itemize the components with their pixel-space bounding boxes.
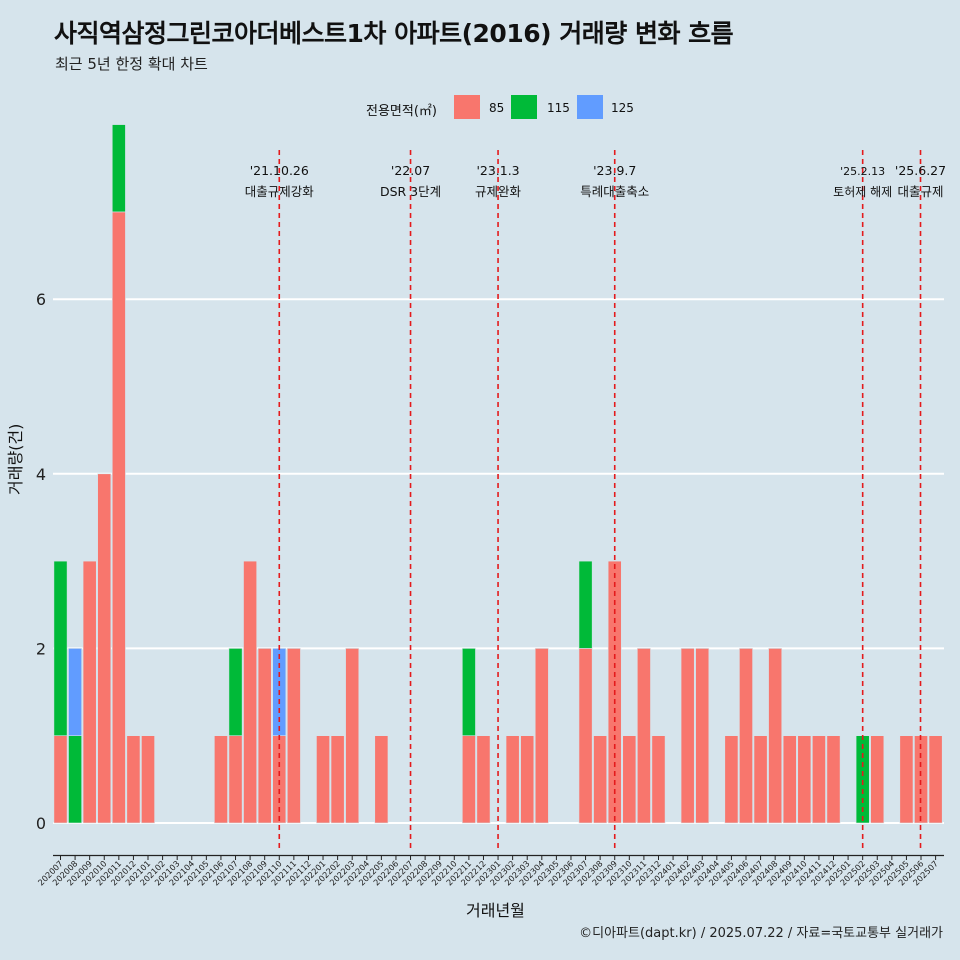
bar-202107-115 <box>228 648 243 737</box>
bar-202101-85 <box>141 735 155 824</box>
bar-202009-85 <box>82 560 97 824</box>
x-axis-label: 거래년월 <box>466 901 525 920</box>
bar-202211-115 <box>461 648 476 737</box>
bar-202403-85 <box>695 648 710 824</box>
chart-subtitle: 최근 5년 한정 확대 차트 <box>55 55 208 73</box>
bar-202505-85 <box>899 735 914 824</box>
bar-202411-85 <box>812 735 826 824</box>
bar-202307-115 <box>578 560 593 649</box>
bar-202304-85 <box>534 648 549 824</box>
legend-label-85: 85 <box>489 101 505 115</box>
bar-202108-85 <box>243 560 258 824</box>
legend-swatch-115 <box>511 95 537 119</box>
bar-202007-85 <box>53 735 68 824</box>
bar-202307-85 <box>578 648 593 824</box>
legend-swatch-125 <box>577 95 603 119</box>
legend-swatch-85 <box>454 95 480 119</box>
legend-label-125: 125 <box>611 101 634 115</box>
y-tick-label-6: 6 <box>36 290 46 309</box>
bar-202205-85 <box>374 735 389 824</box>
event-date-4: '23.9.7 <box>593 163 636 178</box>
bar-202211-85 <box>461 735 476 824</box>
bar-202111-85 <box>286 648 301 824</box>
bar-202312-85 <box>651 735 666 824</box>
bar-202311-85 <box>636 648 651 824</box>
legend: 전용면적(㎡) 85 115 125 <box>0 92 960 122</box>
source-caption: ©디아파트(dapt.kr) / 2025.07.22 / 자료=국토교통부 실… <box>579 926 943 941</box>
bar-202412-85 <box>826 735 841 824</box>
legend-label-115: 115 <box>547 101 570 115</box>
bar-202507-85 <box>928 735 943 824</box>
bar-202012-85 <box>126 735 141 824</box>
bar-202402-85 <box>680 648 695 824</box>
bar-202007-115 <box>53 560 68 736</box>
bar-202503-85 <box>870 735 885 824</box>
bar-202203-85 <box>345 648 360 824</box>
bar-202202-85 <box>330 735 345 824</box>
bar-202109-85 <box>257 648 272 824</box>
event-date-5: '25.2.13 <box>840 165 885 178</box>
event-label-6: 대출규제 <box>898 184 944 199</box>
event-label-1: 대출규제강화 <box>245 184 315 199</box>
event-label-5: 토허제 해제 <box>833 185 892 199</box>
y-axis-label: 거래량(건) <box>6 423 25 495</box>
event-label-3: 규제완화 <box>475 184 522 199</box>
bar-202201-85 <box>316 735 330 824</box>
bar-202408-85 <box>768 648 783 824</box>
event-date-1: '21.10.26 <box>250 163 309 178</box>
event-date-6: '25.6.27 <box>895 163 946 178</box>
y-tick-label-4: 4 <box>36 465 46 484</box>
y-tick-label-0: 0 <box>36 814 46 833</box>
bar-202011-115 <box>111 124 126 213</box>
bar-202308-85 <box>593 735 608 824</box>
bar-202010-85 <box>97 473 112 824</box>
event-date-3: '23.1.3 <box>476 163 519 178</box>
bar-202302-85 <box>505 735 520 824</box>
bar-202106-85 <box>214 735 228 824</box>
bar-202303-85 <box>520 735 535 824</box>
bar-202008-115 <box>68 735 82 824</box>
bar-202406-85 <box>739 648 753 824</box>
y-tick-label-2: 2 <box>36 639 46 658</box>
legend-title: 전용면적(㎡) <box>366 104 437 119</box>
event-label-4: 특례대출축소 <box>580 184 649 199</box>
bar-202407-85 <box>753 735 768 824</box>
bar-202409-85 <box>782 735 797 824</box>
bar-202405-85 <box>724 735 739 824</box>
chart-title: 사직역삼정그린코아더베스트1차 아파트(2016) 거래량 변화 흐름 <box>54 19 734 48</box>
bar-202212-85 <box>476 735 491 824</box>
event-label-2: DSR 3단계 <box>380 184 441 199</box>
bar-202008-125 <box>68 648 82 737</box>
bar-202410-85 <box>797 735 812 824</box>
bar-202011-85 <box>111 211 126 824</box>
bar-202107-85 <box>228 735 243 824</box>
bar-202310-85 <box>622 735 637 824</box>
event-date-2: '22.07 <box>391 163 430 178</box>
